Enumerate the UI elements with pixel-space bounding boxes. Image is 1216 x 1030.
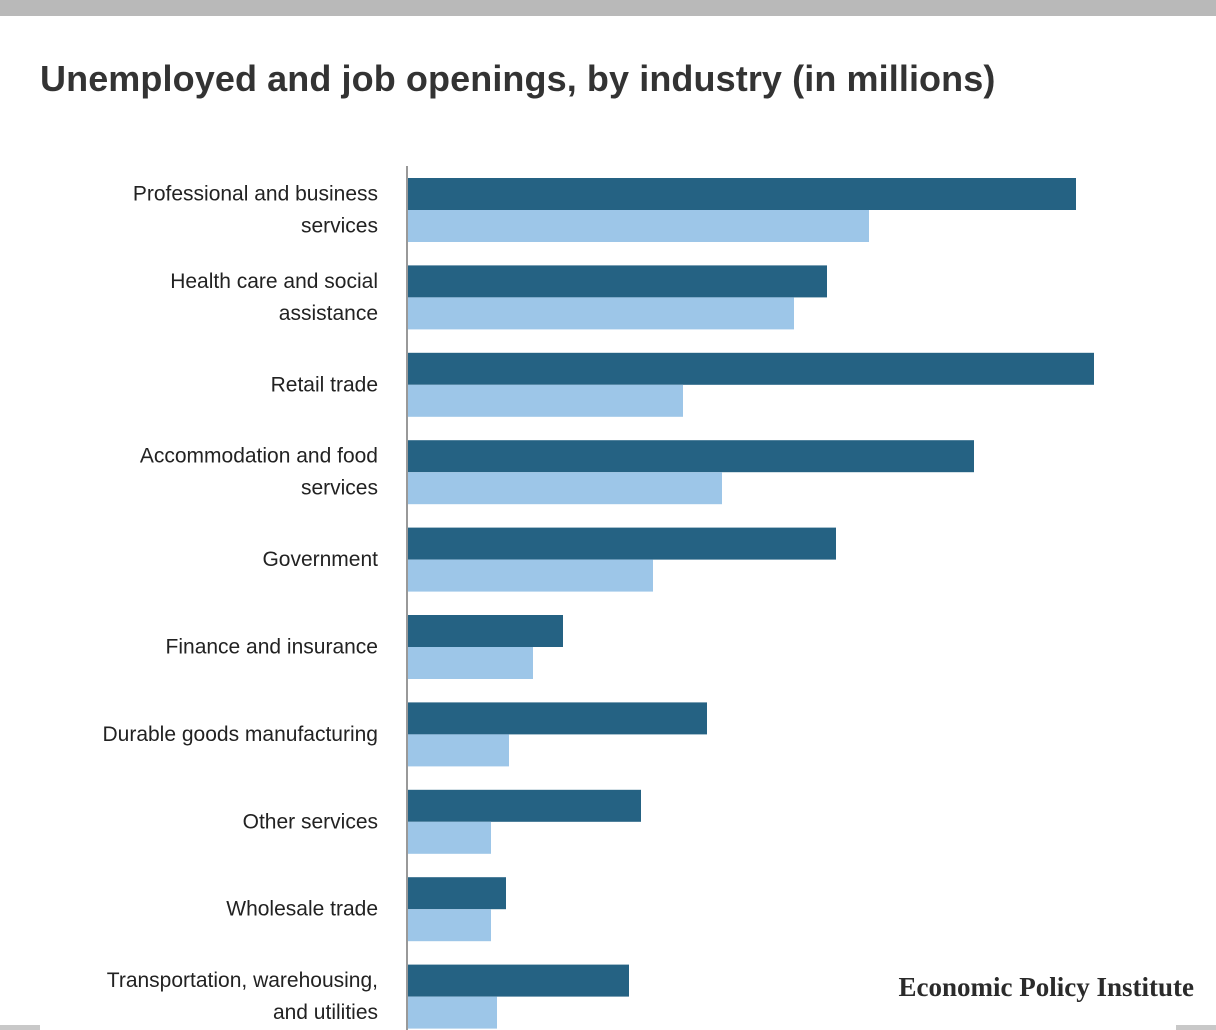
category-label: Professional and business	[133, 183, 378, 206]
bar-job-openings	[407, 559, 653, 592]
bar-unemployed	[407, 615, 563, 647]
bar-job-openings	[407, 821, 491, 854]
chart-title: Unemployed and job openings, by industry…	[40, 58, 996, 99]
category-labels-group: Professional and business services Health …	[102, 183, 378, 1025]
bars-group	[407, 178, 1094, 1029]
bar-job-openings	[407, 297, 794, 330]
category-label: services	[301, 477, 378, 500]
bar-unemployed	[407, 527, 836, 560]
bar-job-openings	[407, 647, 533, 679]
category-label: Other services	[243, 810, 378, 833]
bar-unemployed	[407, 352, 1094, 385]
bar-unemployed	[407, 702, 707, 735]
category-label: Durable goods manufacturing	[102, 723, 378, 746]
bar-job-openings	[407, 909, 491, 942]
category-label: Finance and insurance	[166, 636, 378, 659]
bottom-left-rule	[0, 1025, 40, 1030]
bar-unemployed	[407, 265, 827, 298]
category-label: services	[301, 215, 378, 238]
category-label: Government	[262, 548, 378, 571]
bar-unemployed	[407, 964, 629, 997]
category-label: assistance	[279, 302, 378, 325]
brand-logo-text: Economic Policy Institute	[898, 972, 1194, 1002]
bar-unemployed	[407, 877, 506, 910]
category-label: Health care and social	[170, 270, 378, 293]
category-label: Transportation, warehousing,	[107, 969, 378, 992]
category-label: Wholesale trade	[226, 898, 378, 921]
bar-job-openings	[407, 384, 683, 417]
bar-unemployed	[407, 789, 641, 822]
bar-job-openings	[407, 472, 722, 505]
top-accent-bar	[0, 0, 1216, 16]
bottom-right-rule	[1176, 1025, 1216, 1030]
category-label: Accommodation and food	[140, 445, 378, 468]
bar-job-openings	[407, 996, 497, 1029]
bar-unemployed	[407, 440, 974, 473]
bar-job-openings	[407, 734, 509, 767]
category-label: Retail trade	[271, 373, 378, 396]
bar-unemployed	[407, 178, 1076, 210]
category-label: and utilities	[273, 1001, 378, 1024]
bar-job-openings	[407, 210, 869, 242]
